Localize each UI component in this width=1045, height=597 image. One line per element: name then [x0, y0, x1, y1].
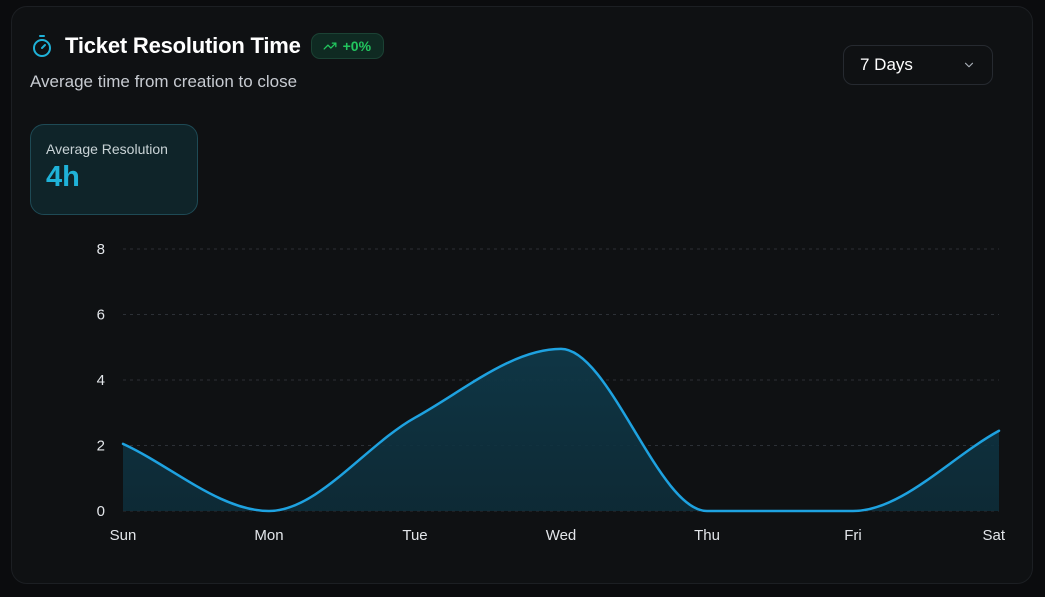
range-select[interactable]: 7 Days — [843, 45, 993, 85]
average-resolution-stat: Average Resolution 4h — [30, 124, 198, 215]
stat-value: 4h — [46, 161, 80, 193]
trend-value: +0% — [342, 38, 372, 54]
y-tick-label: 4 — [97, 372, 105, 389]
x-tick-label-fri: Fri — [844, 527, 862, 544]
x-tick-label-sun: Sun — [110, 527, 137, 544]
card-title: Ticket Resolution Time — [65, 33, 301, 58]
card-subtitle: Average time from creation to close — [30, 72, 298, 91]
y-tick-label: 2 — [97, 438, 105, 455]
y-tick-label: 0 — [97, 503, 105, 520]
stat-label: Average Resolution — [46, 141, 168, 157]
timer-icon — [33, 35, 51, 57]
y-tick-label: 8 — [97, 241, 105, 258]
x-tick-label-thu: Thu — [694, 527, 720, 544]
series-area-fill — [123, 348, 999, 511]
trending-up-icon — [323, 42, 337, 50]
y-tick-label: 6 — [97, 307, 105, 324]
range-select-value: 7 Days — [860, 55, 913, 74]
x-tick-label-sat: Sat — [982, 527, 1005, 544]
x-tick-label-wed: Wed — [546, 527, 577, 544]
x-tick-label-tue: Tue — [402, 527, 427, 544]
trend-badge: +0% — [310, 33, 385, 59]
card-header: Ticket Resolution Time +0% — [30, 33, 385, 59]
x-tick-label-mon: Mon — [254, 527, 283, 544]
chevron-down-icon — [964, 62, 974, 68]
